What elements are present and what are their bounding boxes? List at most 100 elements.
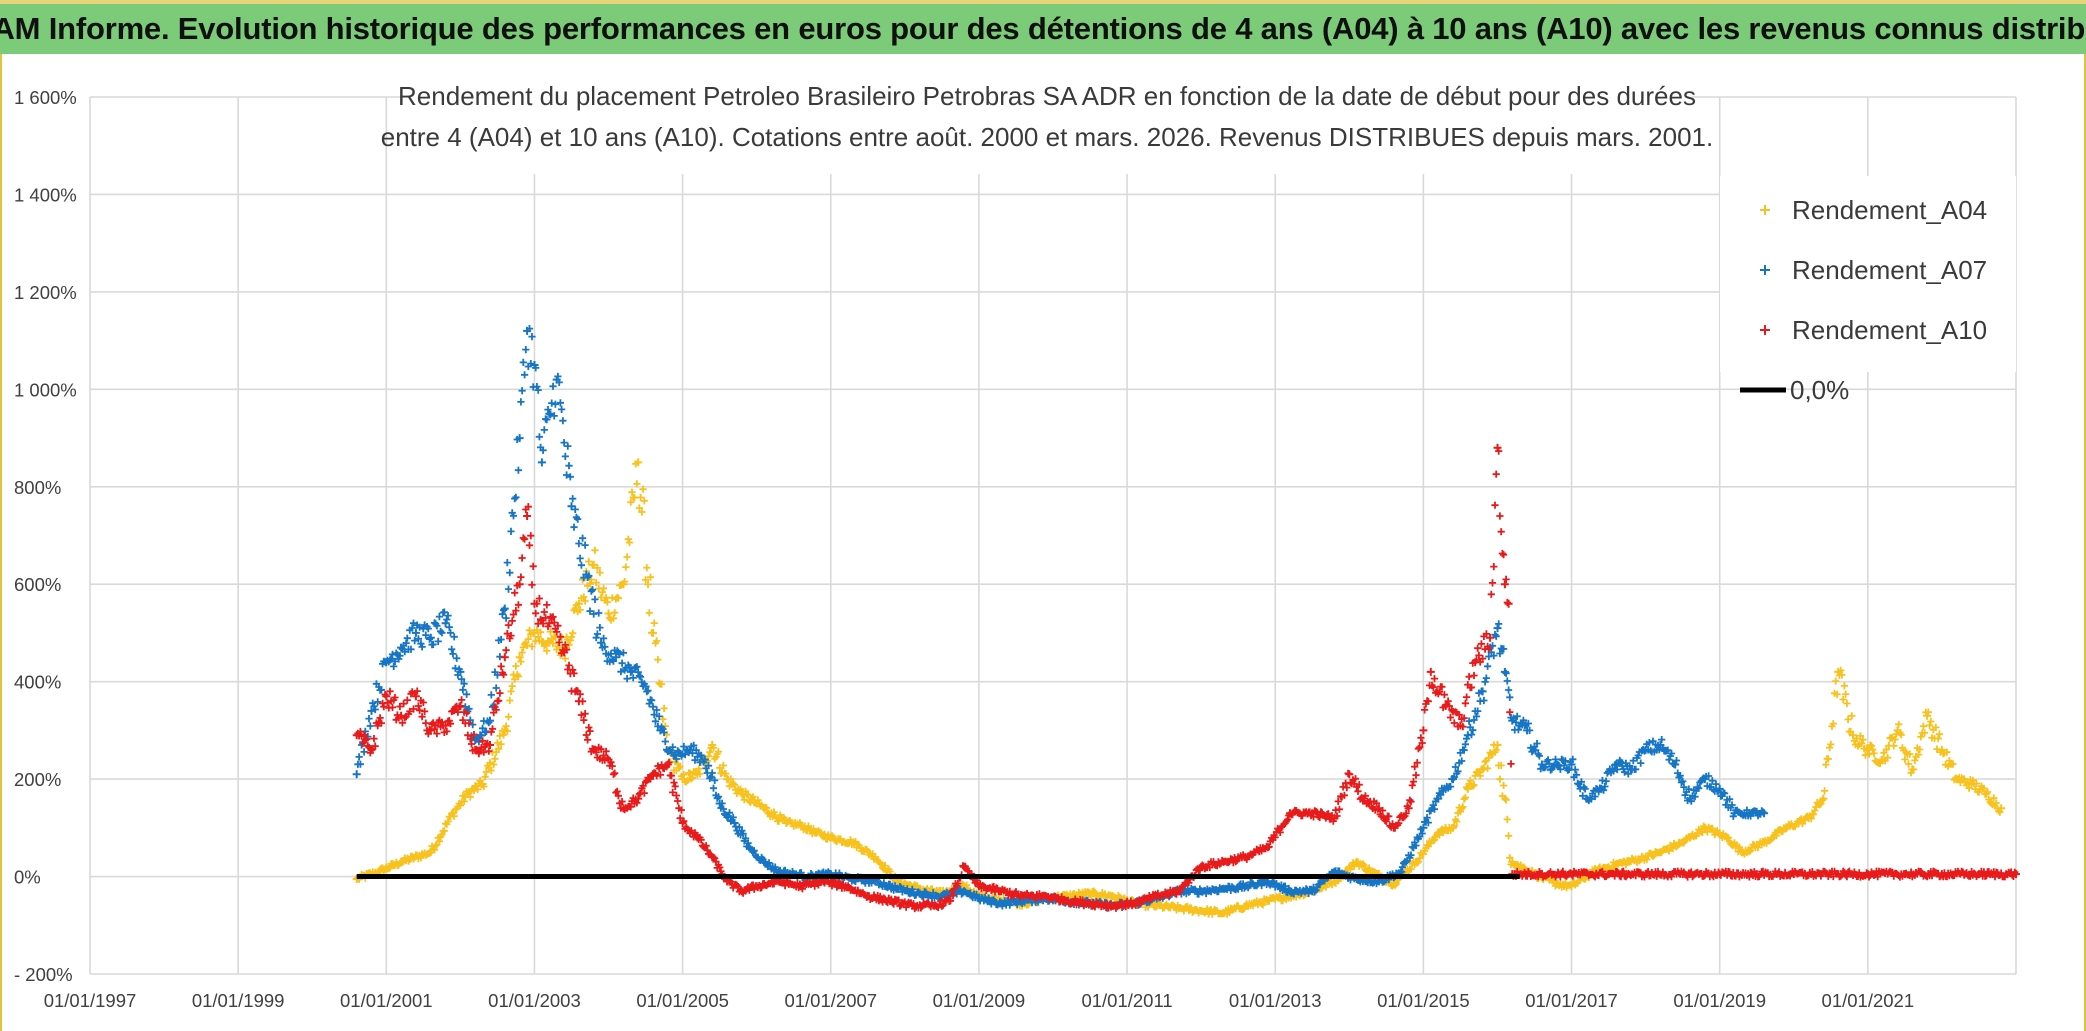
data-point (411, 692, 420, 701)
data-point (1493, 741, 1502, 749)
point-cloud (1487, 470, 1500, 598)
point-cloud (502, 435, 522, 622)
chart-title-line-2: entre 4 (A04) et 10 ans (A10). Cotations… (381, 122, 1714, 152)
data-point (456, 702, 465, 710)
data-point (1345, 770, 1354, 779)
data-point (456, 667, 465, 676)
point-cloud (376, 858, 404, 876)
point-cloud (576, 690, 597, 756)
point-cloud (1495, 447, 1508, 559)
point-cloud (1221, 851, 1248, 867)
point-cloud (1198, 856, 1226, 873)
x-tick-label: 01/01/2009 (933, 990, 1026, 1011)
point-cloud (680, 768, 700, 786)
point-cloud (517, 346, 530, 406)
point-cloud (1791, 867, 1834, 880)
data-point (1997, 804, 2006, 813)
point-cloud (413, 621, 434, 651)
data-point (1419, 726, 1428, 735)
point-cloud (1495, 620, 1508, 658)
point-cloud (398, 619, 419, 656)
legend-item: Rendement_A04 (1760, 195, 1987, 225)
point-cloud (1198, 884, 1226, 898)
point-cloud (1702, 772, 1723, 795)
point-cloud (1465, 765, 1485, 790)
data-point (537, 458, 546, 467)
point-cloud (1835, 666, 1856, 736)
data-point (1500, 580, 1509, 589)
point-cloud (502, 582, 522, 654)
data-point (411, 628, 420, 637)
point-cloud (1421, 795, 1441, 827)
point-cloud (1221, 902, 1248, 918)
point-cloud (1413, 830, 1441, 867)
point-cloud (1806, 796, 1826, 823)
point-cloud (1606, 867, 1648, 881)
point-cloud (724, 775, 745, 798)
data-point (441, 721, 450, 730)
point-cloud (1265, 878, 1293, 897)
point-cloud (517, 626, 537, 666)
data-point (500, 604, 509, 613)
point-cloud (1821, 677, 1841, 795)
point-cloud (524, 325, 537, 391)
point-cloud (1391, 802, 1411, 832)
data-point (2012, 870, 2020, 879)
point-cloud (1176, 903, 1204, 917)
point-cloud (1865, 741, 1885, 767)
point-cloud (569, 495, 589, 582)
data-point (515, 580, 524, 589)
chart-points (352, 325, 2020, 918)
point-cloud (606, 758, 626, 812)
data-point (367, 706, 376, 715)
point-cloud (1154, 899, 1182, 914)
point-cloud (532, 594, 552, 630)
point-cloud (1198, 905, 1226, 918)
y-tick-label: 1 000% (14, 379, 77, 400)
point-cloud (398, 688, 419, 727)
data-point (649, 628, 657, 637)
point-cloud (739, 881, 760, 897)
x-tick-label: 01/01/1997 (44, 990, 137, 1011)
point-cloud (621, 460, 641, 586)
point-cloud (1109, 897, 1137, 912)
point-cloud (650, 619, 671, 739)
data-point (574, 599, 583, 608)
data-point (1504, 599, 1513, 608)
point-cloud (1243, 895, 1271, 910)
data-point (352, 770, 361, 779)
point-cloud (1435, 775, 1456, 799)
point-cloud (539, 406, 552, 454)
point-cloud (1976, 867, 2019, 881)
point-cloud (1243, 842, 1271, 863)
point-cloud (1939, 867, 1982, 881)
data-point (1849, 731, 1857, 740)
data-point (1819, 794, 1828, 803)
point-cloud (369, 690, 389, 753)
point-cloud (1739, 837, 1767, 858)
point-cloud (1880, 730, 1900, 765)
data-point (671, 750, 680, 759)
point-cloud (383, 649, 404, 670)
data-point (486, 741, 494, 749)
point-cloud (776, 876, 804, 892)
point-cloud (1613, 756, 1634, 778)
report-banner: ADAM Informe. Evolution historique des p… (0, 0, 2086, 54)
report-title: ADAM Informe. Evolution historique des p… (0, 11, 2086, 46)
point-cloud (1428, 675, 1448, 712)
point-cloud (909, 899, 937, 913)
data-point (426, 726, 435, 735)
x-tick-label: 01/01/1999 (192, 990, 285, 1011)
point-cloud (702, 762, 722, 802)
data-point (611, 653, 620, 662)
point-cloud (576, 557, 597, 614)
y-tick-label: 200% (14, 769, 61, 790)
chart-title-line-1: Rendement du placement Petroleo Brasilei… (398, 81, 1696, 111)
legend-item: Rendement_A07 (1760, 255, 1987, 285)
legend-item: 0,0% (1740, 375, 1849, 405)
point-cloud (458, 675, 478, 742)
point-cloud (1850, 732, 1871, 759)
y-tick-label: 0% (14, 867, 41, 888)
point-cloud (650, 761, 671, 780)
point-cloud (1495, 761, 1515, 869)
